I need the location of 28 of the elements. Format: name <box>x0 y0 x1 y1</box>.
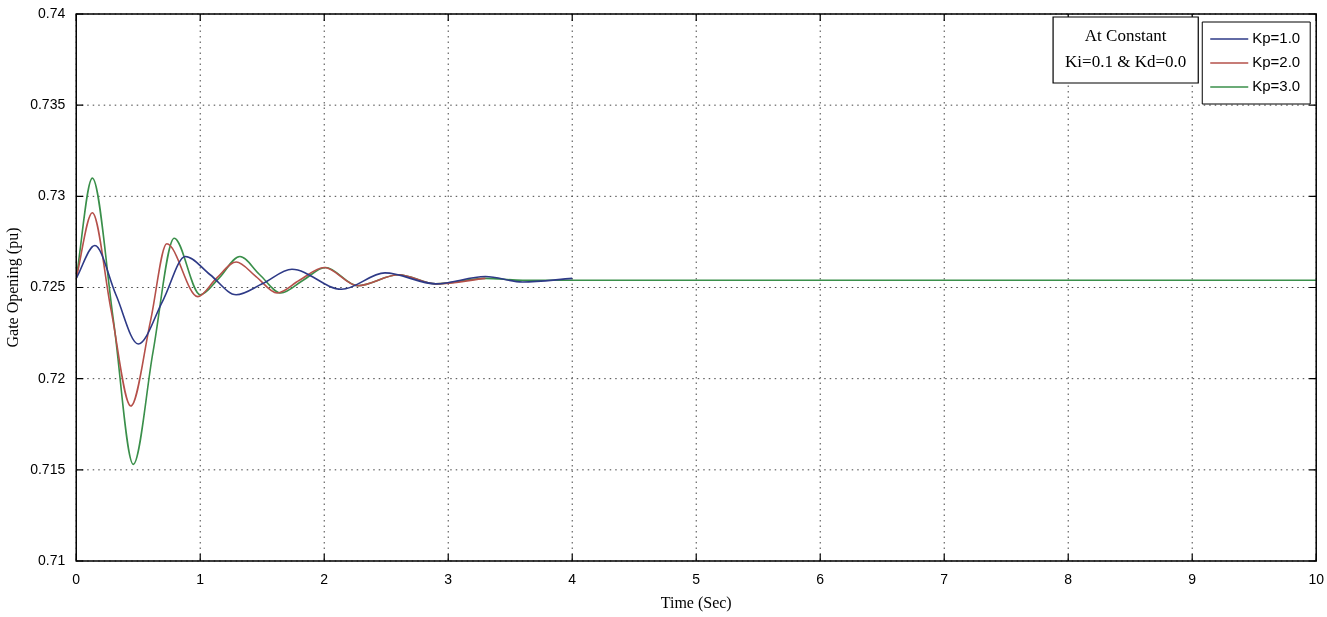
line-series <box>76 244 574 345</box>
annotation: Ki=0.1 & Kd=0.0 <box>1065 52 1187 72</box>
x-tick-label: 3 <box>444 571 453 588</box>
y-tick-label: 0.725 <box>30 278 66 295</box>
y-axis-title: Gate Opening (pu) <box>3 227 22 348</box>
legend-label: Kp=3.0 <box>1252 77 1301 95</box>
x-tick-label: 10 <box>1308 571 1325 588</box>
legend-label: Kp=1.0 <box>1252 29 1301 47</box>
x-tick-label: 7 <box>940 571 949 588</box>
legend-label: Kp=2.0 <box>1252 53 1301 71</box>
x-tick-label: 9 <box>1188 571 1197 588</box>
y-tick-label: 0.71 <box>37 551 66 568</box>
x-tick-label: 1 <box>196 571 205 588</box>
x-tick-label: 0 <box>72 571 81 588</box>
x-tick-label: 6 <box>816 571 825 588</box>
y-tick-label: 0.715 <box>30 460 66 477</box>
x-tick-label: 4 <box>568 571 577 588</box>
x-tick-label: 5 <box>692 571 701 588</box>
x-axis-title: Time (Sec) <box>660 593 732 612</box>
y-tick-label: 0.72 <box>37 369 66 386</box>
x-tick-label: 2 <box>320 571 329 588</box>
y-tick-label: 0.735 <box>30 96 66 113</box>
line-series <box>76 177 1317 466</box>
x-tick-label: 8 <box>1064 571 1073 588</box>
y-tick-label: 0.74 <box>37 4 66 21</box>
y-tick-label: 0.73 <box>37 187 66 204</box>
annotation: At Constant <box>1084 26 1167 46</box>
line-series <box>76 211 487 407</box>
